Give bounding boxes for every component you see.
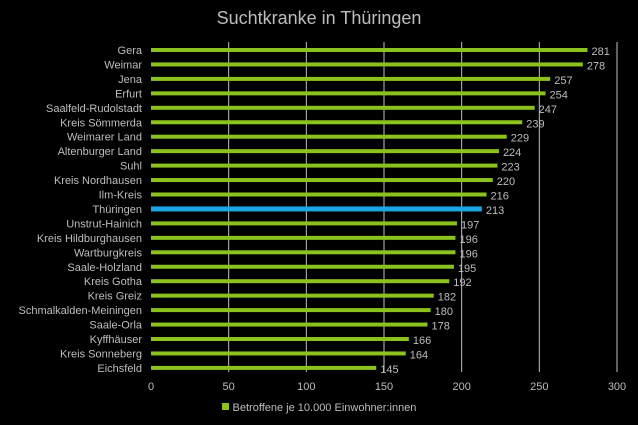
bar <box>151 293 434 298</box>
bar <box>151 250 456 255</box>
value-label: 197 <box>461 219 479 231</box>
value-label: 180 <box>435 306 453 318</box>
value-label: 178 <box>431 321 449 333</box>
value-label: 196 <box>459 234 477 246</box>
bar <box>151 48 588 52</box>
value-label: 254 <box>550 89 568 101</box>
category-label: Kreis Nordhausen <box>54 175 142 187</box>
bar <box>151 308 431 313</box>
value-label: 195 <box>458 263 476 275</box>
value-label: 223 <box>501 162 519 174</box>
x-tick-label: 0 <box>148 381 154 393</box>
legend-label: Betroffene je 10.000 Einwohner:innen <box>232 402 417 414</box>
bar <box>151 120 523 125</box>
bar <box>151 221 458 226</box>
category-label: Saalfeld-Rudolstadt <box>46 103 142 115</box>
value-labels: 281 278 257 254 247 239 229 224 223 220 216 213 197 1… <box>380 46 610 376</box>
value-label: 247 <box>539 104 557 116</box>
value-label: 166 <box>413 335 431 347</box>
bar <box>151 351 406 356</box>
value-label: 213 <box>486 205 504 217</box>
value-label: 196 <box>459 248 477 260</box>
category-label: Saale-Orla <box>89 320 142 332</box>
bar <box>151 163 498 168</box>
bar <box>151 149 499 154</box>
category-label: Altenburger Land <box>58 146 142 158</box>
bar <box>151 365 377 370</box>
category-label: Weimar <box>104 59 142 71</box>
bar <box>151 134 507 139</box>
category-label: Wartburgkreis <box>74 247 143 259</box>
x-tick-label: 150 <box>375 381 393 393</box>
value-label: 145 <box>380 364 398 376</box>
bar <box>151 322 428 327</box>
bar <box>151 105 535 110</box>
category-label: Eichsfeld <box>97 363 142 375</box>
value-label: 229 <box>511 133 529 145</box>
category-label: Unstrut-Hainich <box>66 218 142 230</box>
value-label: 224 <box>503 147 521 159</box>
bar <box>151 192 487 197</box>
x-tick-label: 200 <box>452 381 470 393</box>
category-label: Saale-Holzland <box>67 262 142 274</box>
x-tick-label: 250 <box>530 381 548 393</box>
category-label: Jena <box>118 74 143 86</box>
x-tick-label: 300 <box>608 381 626 393</box>
bar <box>151 337 409 341</box>
category-label: Schmalkalden-Meiningen <box>18 305 142 317</box>
category-label: Kreis Greiz <box>88 291 142 303</box>
value-label: 278 <box>587 60 605 72</box>
x-tick-label: 50 <box>223 381 235 393</box>
bar <box>151 279 450 284</box>
category-label: Kyffhäuser <box>90 334 143 346</box>
x-tick-label: 100 <box>297 381 315 393</box>
bar <box>151 235 456 240</box>
value-label: 182 <box>438 292 456 304</box>
value-label: 216 <box>491 191 509 203</box>
category-label: Ilm-Kreis <box>99 190 143 202</box>
bar <box>151 91 546 96</box>
category-label: Kreis Sömmerda <box>60 117 143 129</box>
category-labels: Gera Weimar Jena Erfurt Saalfeld-Rudolstadt K… <box>18 45 142 375</box>
value-label: 239 <box>526 118 544 130</box>
bars <box>151 48 588 370</box>
value-label: 192 <box>453 277 471 289</box>
legend: Betroffene je 10.000 Einwohner:innen <box>0 402 638 414</box>
value-label: 164 <box>410 349 428 361</box>
legend-swatch <box>221 403 229 410</box>
category-label: Kreis Hildburghausen <box>37 233 142 245</box>
category-label: Kreis Gotha <box>84 276 143 288</box>
category-label: Erfurt <box>115 88 142 100</box>
category-label: Thüringen <box>92 204 142 216</box>
category-label: Weimarer Land <box>67 132 142 144</box>
bar <box>151 76 551 81</box>
value-label: 281 <box>591 46 609 58</box>
bar <box>151 62 583 67</box>
value-label: 220 <box>497 176 515 188</box>
chart-title: Suchtkranke in Thüringen <box>216 8 422 28</box>
category-label: Kreis Sonneberg <box>60 348 142 360</box>
bar <box>151 264 454 269</box>
bar <box>151 206 482 212</box>
value-label: 257 <box>554 75 572 87</box>
category-label: Suhl <box>120 161 142 173</box>
category-label: Gera <box>118 45 143 57</box>
bar <box>151 178 493 183</box>
x-axis-tick-labels: 0 50 100 150 200 250 300 <box>148 381 626 393</box>
